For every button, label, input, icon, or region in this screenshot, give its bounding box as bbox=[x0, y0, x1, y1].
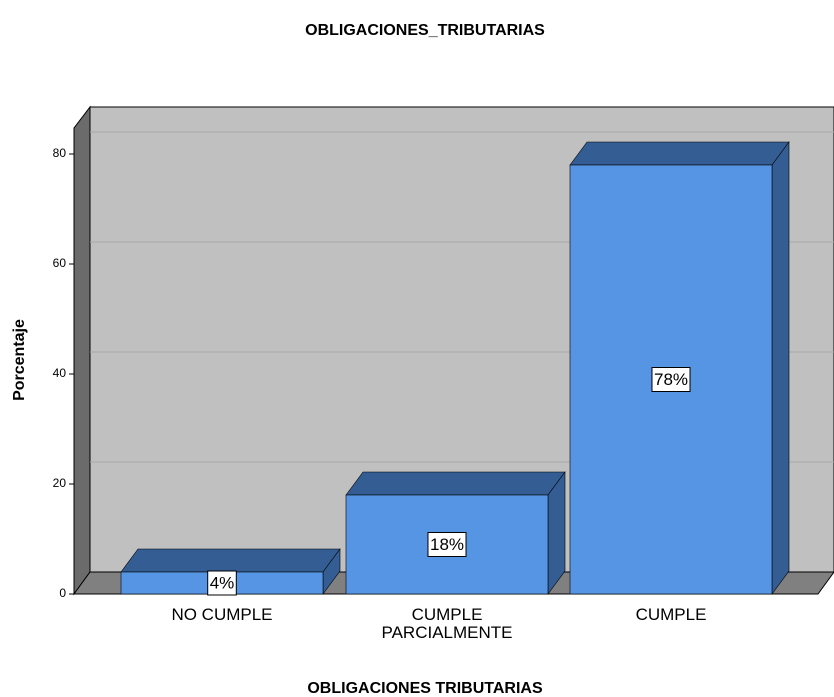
side-wall bbox=[73, 105, 91, 596]
bar-top bbox=[345, 471, 566, 496]
y-tick-label: 0 bbox=[59, 586, 66, 600]
value-label-box bbox=[651, 367, 691, 392]
x-tick-label: CUMPLE bbox=[635, 605, 707, 624]
y-axis-label: Porcentaje bbox=[11, 319, 28, 401]
x-tick-label: CUMPLE PARCIALMENTE bbox=[381, 605, 513, 642]
y-tick-label: 60 bbox=[53, 256, 67, 270]
bar-top bbox=[120, 548, 341, 573]
chart-title: OBLIGACIONES_TRIBUTARIAS bbox=[305, 22, 545, 39]
x-tick-label: NO CUMPLE bbox=[171, 605, 273, 624]
y-tick-label: 80 bbox=[53, 146, 67, 160]
value-label: 18% bbox=[430, 535, 464, 554]
x-axis-label: OBLIGACIONES TRIBUTARIAS bbox=[307, 680, 543, 697]
bar-side bbox=[771, 141, 790, 595]
y-tick-label: 20 bbox=[53, 476, 67, 490]
value-label: 4% bbox=[210, 573, 235, 592]
value-label: 78% bbox=[654, 370, 688, 389]
bar-top bbox=[569, 141, 790, 166]
value-label-box bbox=[207, 570, 237, 596]
value-label-box bbox=[427, 532, 467, 557]
y-tick-label: 40 bbox=[53, 366, 67, 380]
